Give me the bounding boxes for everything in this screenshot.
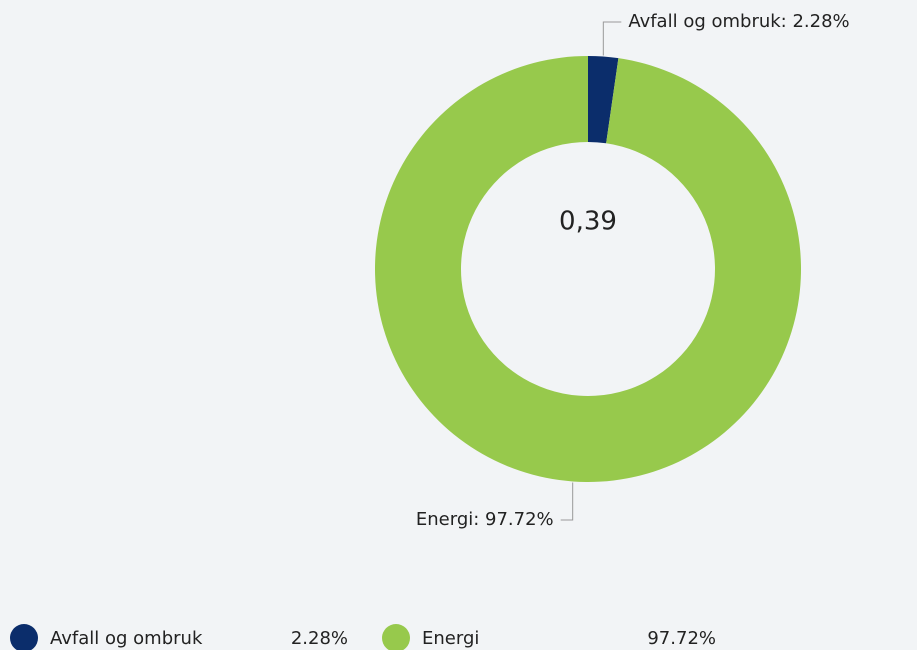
legend-value: 97.72% bbox=[647, 628, 716, 649]
donut-slice bbox=[588, 56, 619, 144]
leader-line bbox=[602, 21, 622, 56]
legend-swatch bbox=[382, 624, 410, 650]
center-text: 0,39 bbox=[559, 207, 617, 237]
leader-line bbox=[560, 482, 574, 521]
data-label: Avfall og ombruk: 2.28% bbox=[628, 11, 849, 32]
legend-label: Energi bbox=[422, 628, 479, 649]
legend-swatch bbox=[10, 624, 38, 650]
data-label: Energi: 97.72% bbox=[416, 509, 554, 530]
legend-value: 2.28% bbox=[291, 628, 348, 649]
legend-label: Avfall og ombruk bbox=[50, 628, 203, 649]
donut-slice bbox=[375, 56, 802, 483]
